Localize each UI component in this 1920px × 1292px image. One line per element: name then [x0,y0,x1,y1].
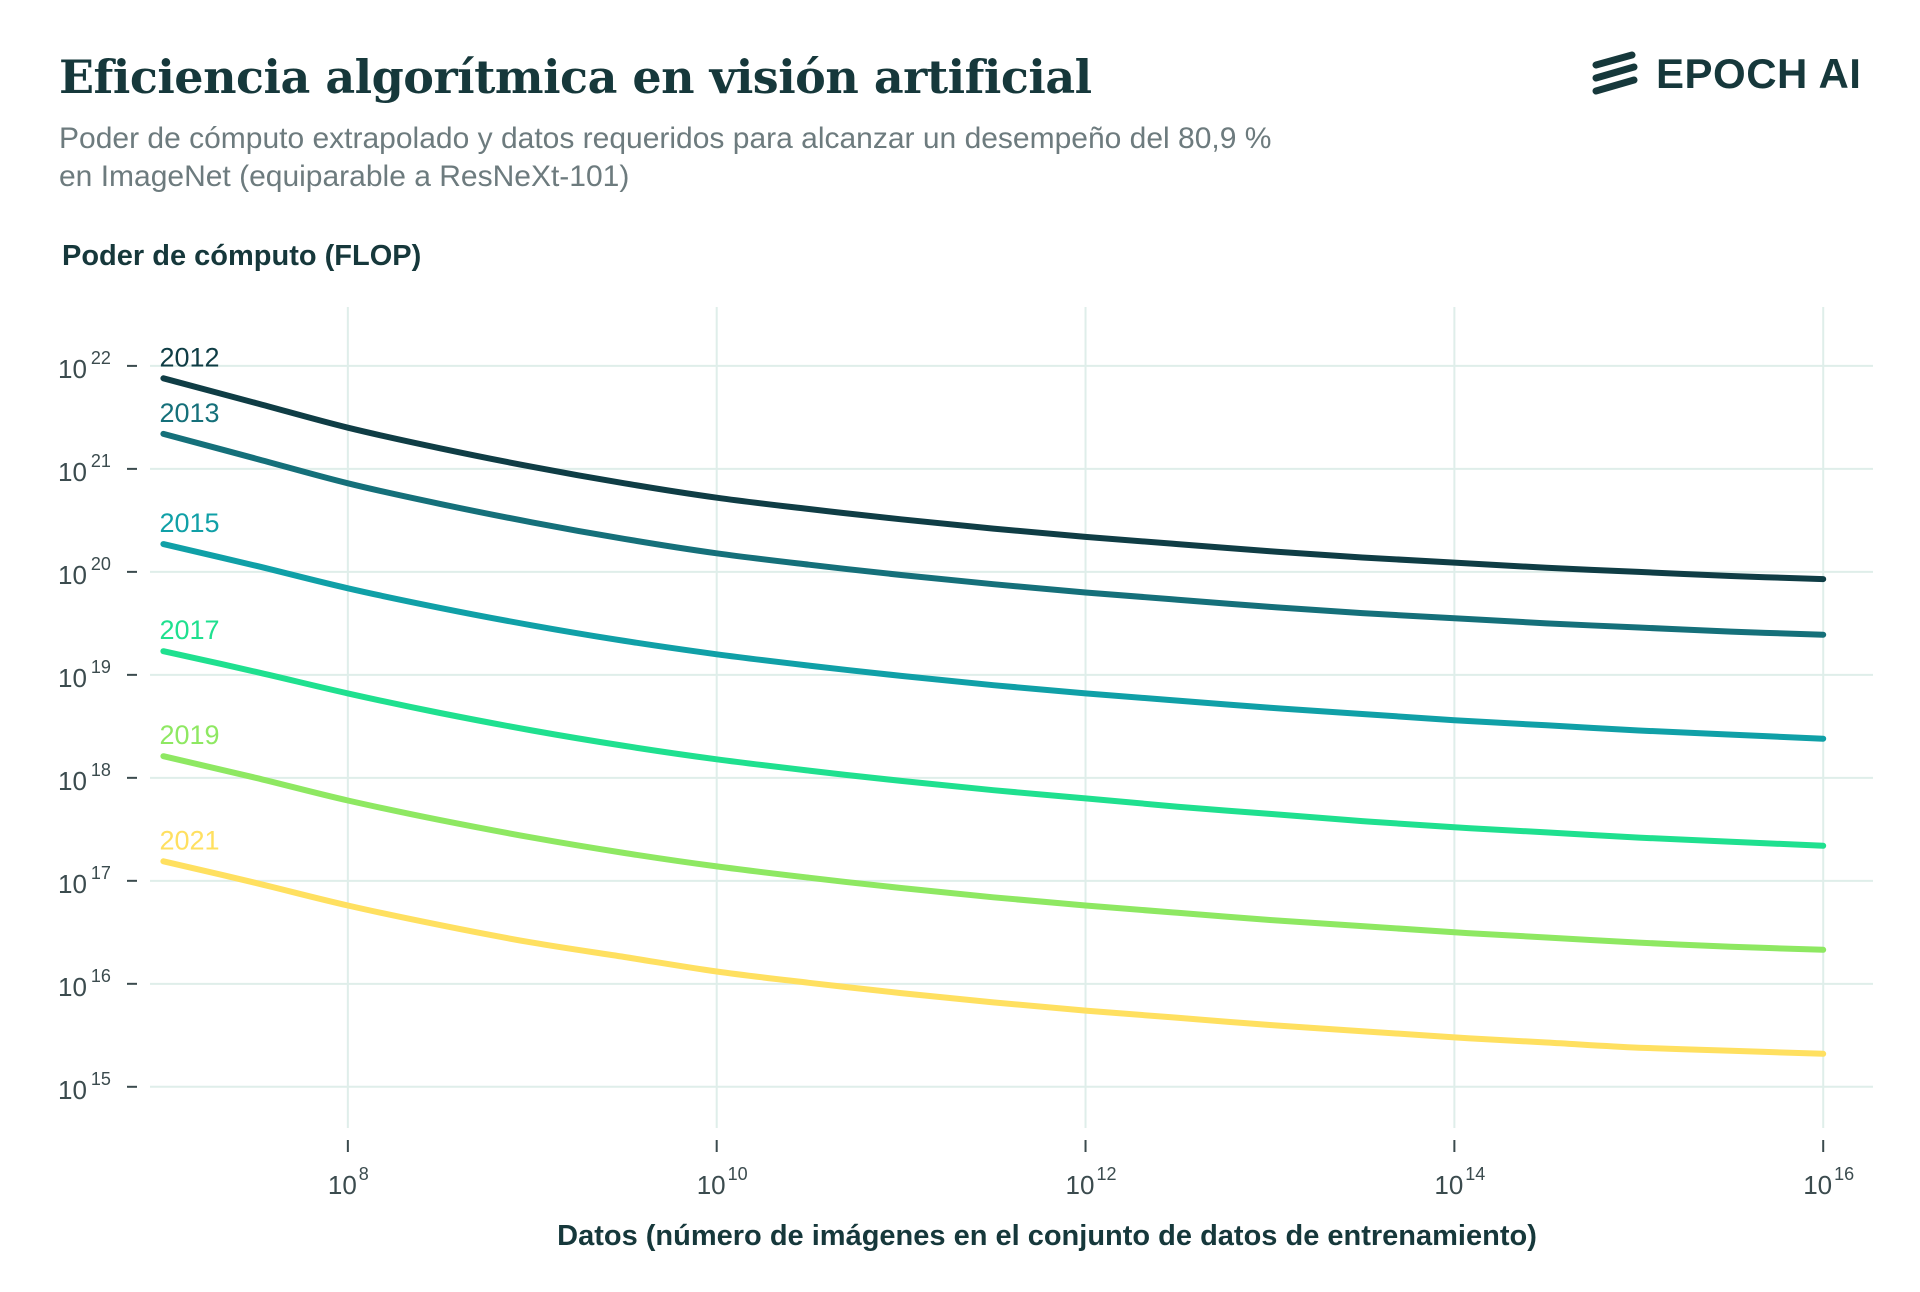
series-line-2013 [160,430,1827,638]
y-tick-label: 10 21 [58,451,111,487]
series-label-2015: 2015 [159,508,219,538]
series-label-2017: 2017 [159,615,219,645]
series-line-2021 [160,858,1827,1057]
series-label-2013: 2013 [159,398,219,428]
subtitle-line-1: Poder de cómputo extrapolado y datos req… [59,122,1272,155]
y-tick-label: 10 15 [58,1069,111,1105]
epoch-logo-stripes-icon [1592,51,1638,95]
x-tick-label: 10 12 [1066,1164,1117,1200]
subtitle-line-2: en ImageNet (equiparable a ResNeXt-101) [59,160,630,193]
y-axis-label: Poder de cómputo (FLOP) [62,240,421,272]
x-tick-layer: 10 8 10 10 10 12 10 14 10 16 [328,1140,1854,1200]
x-axis-label: Datos (número de imágenes en el conjunto… [557,1220,1537,1252]
logo-text: EPOCH AI [1656,50,1862,97]
series-line-2019 [160,753,1827,953]
series-line-2012 [160,375,1827,583]
y-tick-label: 10 22 [58,348,111,384]
y-tick-label: 10 16 [58,966,111,1002]
y-tick-label: 10 17 [58,863,111,899]
epoch-ai-logo: EPOCH AI [1590,48,1861,100]
y-tick-label: 10 19 [58,657,111,693]
x-tick-label: 10 16 [1803,1164,1854,1200]
x-tick-label: 10 10 [697,1164,748,1200]
chart-subtitle: Poder de cómputo extrapolado y datos req… [59,120,1459,196]
series-label-2012: 2012 [159,342,219,372]
x-tick-label: 10 8 [328,1164,369,1200]
chart-title: Eficiencia algorítmica en visión artific… [59,50,1092,104]
series-label-2019: 2019 [159,720,219,750]
series-label-2021: 2021 [159,825,219,855]
x-tick-label: 10 14 [1434,1164,1485,1200]
grid-layer [150,307,1873,1128]
y-tick-label: 10 18 [58,760,111,796]
series-line-2017 [160,648,1827,849]
series-line-2015 [160,541,1827,742]
series-layer [160,375,1827,1057]
y-tick-label: 10 20 [58,554,111,590]
series-label-layer: 2012 2013 2015 2017 2019 2021 [159,342,219,855]
